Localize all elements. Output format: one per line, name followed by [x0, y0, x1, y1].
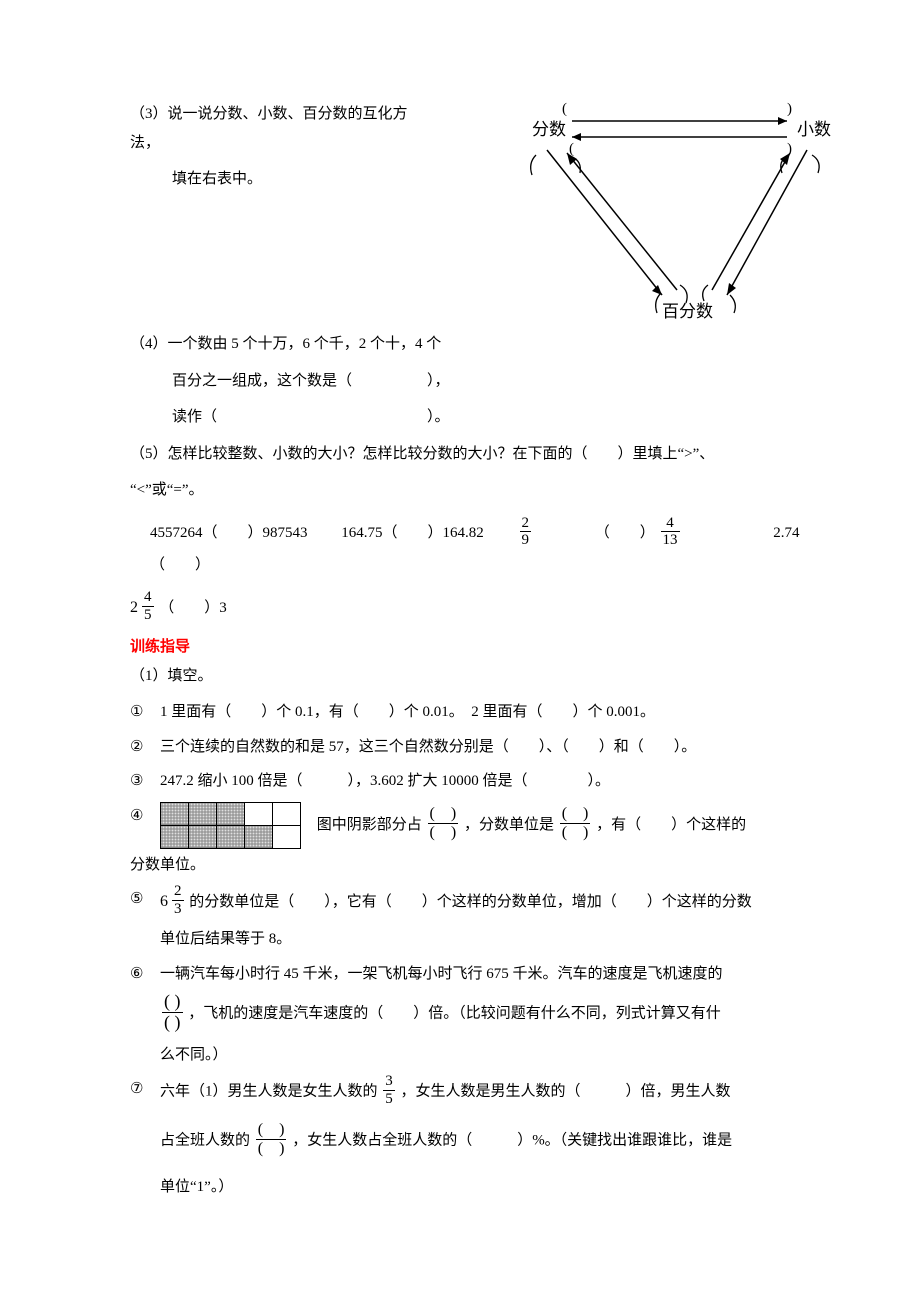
q4-line2b: 读作（ ）。	[130, 403, 810, 432]
comp-2: 164.75（ ）164.82	[341, 525, 484, 541]
item-1: ① 1 里面有（ ）个 0.1，有（ ）个 0.01。 2 里面有（ ）个 0.…	[130, 698, 810, 727]
fill-label: （1）填空。	[130, 662, 810, 691]
item-2: ② 三个连续的自然数的和是 57，这三个自然数分别是（ ）、（ ）和（ ）。	[130, 733, 810, 762]
label-fraction: 分数	[532, 120, 566, 139]
comparison-line-2: 2 45 （ ）3	[130, 591, 810, 625]
shaded-grid	[160, 802, 301, 849]
q3-line2: 填在右表中。	[130, 165, 420, 194]
label-percent: 百分数	[662, 302, 713, 321]
q5-text2: “<”或“=”。	[130, 476, 810, 505]
item-7: ⑦ 六年（1）男生人数是女生人数的 35 ，女生人数是男生人数的（ ）倍，男生人…	[130, 1075, 810, 1202]
q3-line1: （3）说一说分数、小数、百分数的互化方法，	[130, 100, 420, 157]
section-heading: 训练指导	[130, 633, 810, 662]
label-decimal: 小数	[797, 120, 831, 139]
item-4-tail: 分数单位。	[130, 851, 810, 880]
q5-text: （5）怎样比较整数、小数的大小？怎样比较分数的大小？在下面的（ ）里填上“>”、	[130, 440, 810, 469]
svg-text:): )	[787, 101, 792, 117]
item-6: ⑥ 一辆汽车每小时行 45 千米，一架飞机每小时飞行 675 千米。汽车的速度是…	[130, 960, 810, 1070]
comparison-line-1: 4557264（ ）987543 164.75（ ）164.82 29 （ ） …	[130, 517, 810, 580]
svg-text:(: (	[569, 141, 574, 157]
comp-3: 29 （ ） 413	[518, 525, 744, 541]
question-3-block: （3）说一说分数、小数、百分数的互化方法， 填在右表中。 () () 分数 小数…	[130, 100, 810, 330]
item-5: ⑤ 6 23 的分数单位是（ ），它有（ ）个这样的分数单位，增加（ ）个这样的…	[130, 885, 810, 954]
item-3: ③ 247.2 缩小 100 倍是（ ），3.602 扩大 10000 倍是（ …	[130, 767, 810, 796]
q4-line2: 百分之一组成，这个数是（ ），	[130, 367, 810, 396]
comp-1: 4557264（ ）987543	[150, 525, 308, 541]
conversion-diagram: () () 分数 小数 百分数	[432, 95, 832, 345]
svg-text:(: (	[562, 101, 567, 117]
item-4: ④ 图中阴影部分占 ( )( ) ，分数单位是 ( )( ) ，有（ ）个这样的	[130, 802, 810, 849]
